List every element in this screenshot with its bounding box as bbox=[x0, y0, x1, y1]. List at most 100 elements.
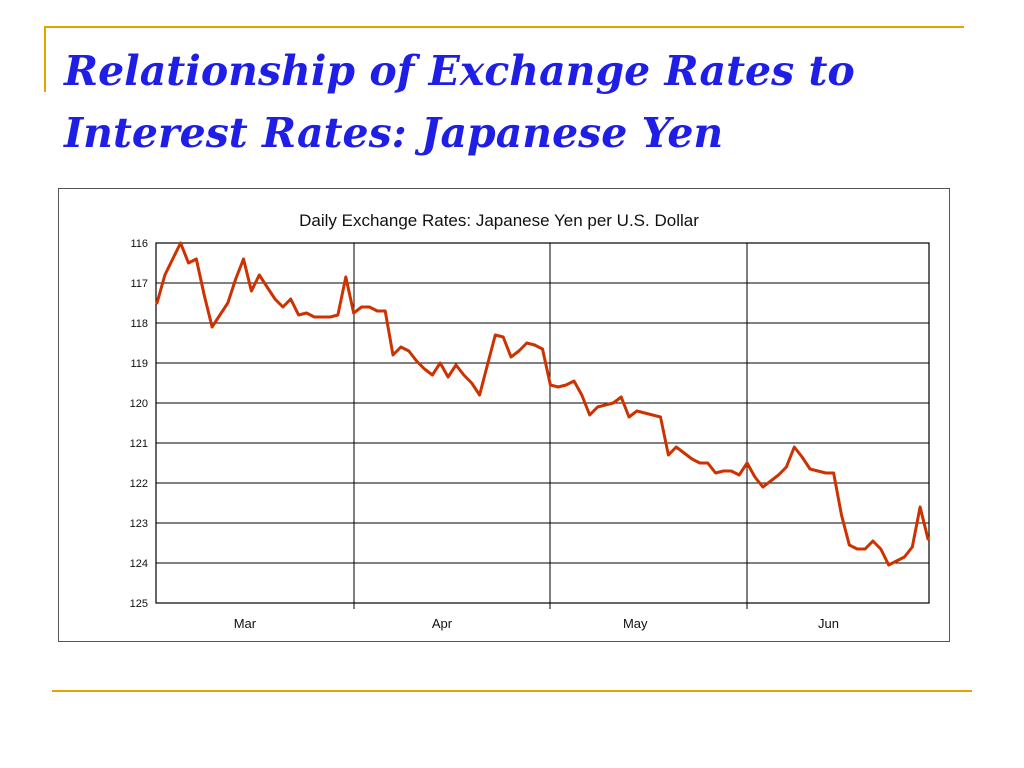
data-point bbox=[203, 293, 206, 297]
data-point bbox=[234, 277, 237, 281]
y-tick-label: 123 bbox=[130, 518, 148, 530]
data-point bbox=[384, 309, 387, 313]
data-point bbox=[730, 469, 733, 473]
data-point bbox=[682, 451, 686, 455]
data-point bbox=[289, 297, 292, 301]
data-point bbox=[604, 403, 607, 407]
y-tick-label: 117 bbox=[130, 278, 148, 290]
data-point bbox=[525, 341, 528, 345]
y-tick-label: 122 bbox=[130, 478, 148, 490]
data-point bbox=[470, 381, 473, 385]
y-tick-label: 118 bbox=[130, 318, 148, 330]
data-point bbox=[439, 361, 442, 365]
data-point bbox=[313, 315, 316, 319]
slide-title: Relationship of Exchange Rates to Intere… bbox=[64, 40, 964, 164]
y-tick-label: 120 bbox=[130, 398, 148, 410]
data-point bbox=[918, 505, 922, 509]
data-point bbox=[486, 363, 489, 367]
y-tick-label: 125 bbox=[130, 598, 148, 610]
data-point bbox=[667, 453, 670, 457]
data-point bbox=[352, 311, 355, 315]
data-point bbox=[179, 241, 182, 245]
data-point bbox=[415, 359, 418, 363]
data-point bbox=[305, 311, 308, 315]
data-point bbox=[761, 485, 764, 489]
data-point bbox=[187, 261, 190, 265]
data-point bbox=[478, 393, 481, 397]
data-point bbox=[572, 379, 576, 383]
data-point bbox=[423, 367, 426, 371]
data-point bbox=[376, 309, 379, 313]
data-point bbox=[612, 401, 615, 405]
data-point bbox=[564, 383, 568, 387]
data-point bbox=[494, 333, 497, 337]
data-point bbox=[753, 475, 757, 479]
data-point bbox=[297, 313, 300, 317]
data-point bbox=[321, 315, 324, 319]
data-point bbox=[777, 473, 780, 477]
data-point bbox=[895, 559, 898, 563]
data-point bbox=[226, 301, 229, 305]
data-point bbox=[816, 469, 820, 473]
data-point bbox=[627, 415, 631, 419]
data-point bbox=[800, 455, 804, 459]
data-point bbox=[824, 471, 827, 475]
data-point bbox=[596, 405, 599, 409]
data-point bbox=[903, 555, 906, 559]
data-point bbox=[911, 545, 914, 549]
data-point bbox=[785, 465, 788, 469]
data-point bbox=[210, 325, 214, 329]
data-point bbox=[265, 285, 269, 289]
data-point bbox=[926, 537, 930, 541]
slide-title-line2: Interest Rates: Japanese Yen bbox=[64, 109, 724, 157]
data-point bbox=[242, 257, 245, 261]
data-point bbox=[549, 383, 552, 387]
data-point bbox=[258, 273, 261, 277]
data-point bbox=[580, 393, 583, 397]
data-point bbox=[848, 543, 851, 547]
data-point bbox=[690, 457, 694, 461]
data-point bbox=[155, 301, 159, 305]
data-point bbox=[462, 373, 465, 377]
data-point bbox=[273, 297, 277, 301]
data-point bbox=[509, 355, 513, 359]
data-point bbox=[336, 313, 340, 317]
data-point bbox=[533, 343, 536, 347]
series-line bbox=[155, 241, 930, 567]
x-tick-label: Jun bbox=[818, 616, 839, 631]
title-accent-bar bbox=[44, 26, 46, 92]
bottom-rule bbox=[52, 690, 972, 692]
data-point bbox=[714, 471, 717, 475]
data-point bbox=[281, 305, 285, 309]
y-tick-label: 121 bbox=[130, 438, 148, 450]
data-point bbox=[431, 373, 434, 377]
data-point bbox=[620, 395, 623, 399]
data-point bbox=[250, 289, 253, 293]
data-point bbox=[871, 539, 875, 543]
data-point bbox=[745, 461, 749, 465]
y-tick-label: 119 bbox=[130, 358, 148, 370]
data-point bbox=[368, 305, 371, 309]
top-rule bbox=[44, 26, 964, 28]
data-point bbox=[360, 305, 363, 309]
data-point bbox=[171, 257, 174, 261]
data-point bbox=[698, 461, 701, 465]
data-point bbox=[502, 335, 505, 339]
data-point bbox=[635, 409, 639, 413]
x-tick-label: May bbox=[623, 616, 648, 631]
data-point bbox=[722, 469, 725, 473]
data-point bbox=[195, 257, 198, 261]
data-point bbox=[163, 273, 167, 277]
data-point bbox=[218, 313, 222, 317]
data-point bbox=[344, 275, 347, 279]
x-tick-label: Apr bbox=[432, 616, 453, 631]
data-point bbox=[651, 413, 654, 417]
data-point bbox=[399, 345, 403, 349]
data-point bbox=[808, 467, 812, 471]
data-point bbox=[840, 513, 843, 517]
data-point bbox=[391, 353, 395, 357]
chart-title: Daily Exchange Rates: Japanese Yen per U… bbox=[299, 211, 699, 230]
data-point bbox=[879, 547, 882, 551]
data-point bbox=[738, 473, 741, 477]
data-point bbox=[856, 547, 859, 551]
